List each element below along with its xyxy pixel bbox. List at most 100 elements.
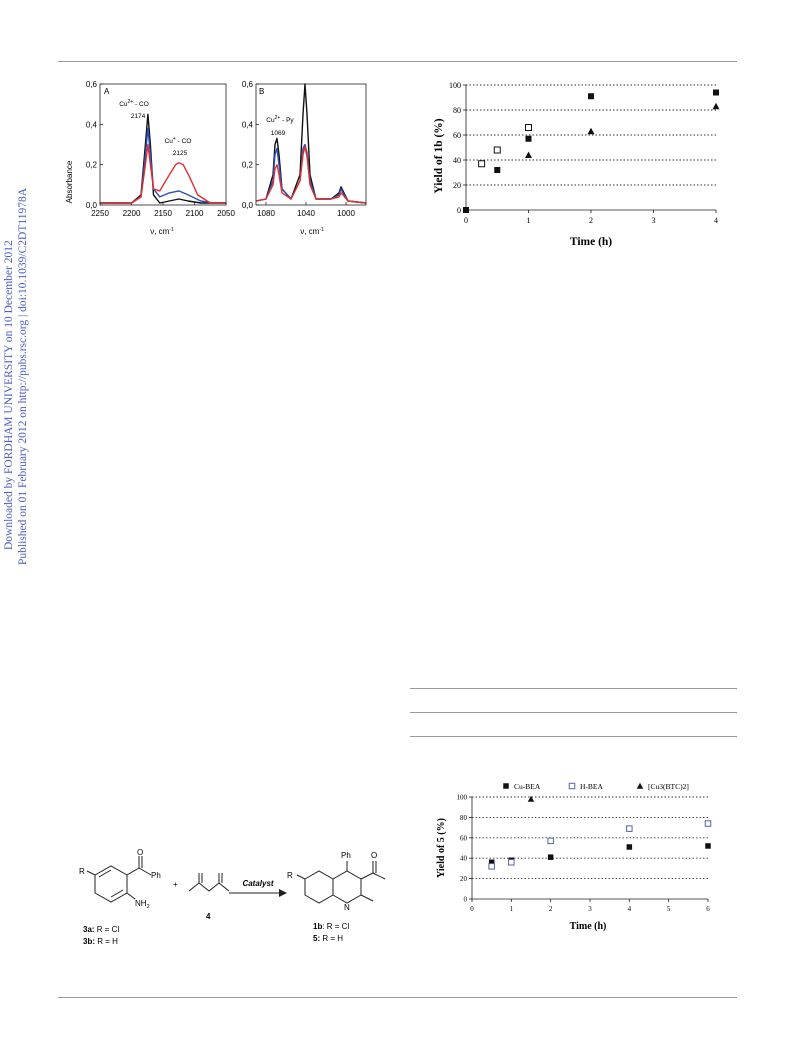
x-tick-label: 4: [714, 216, 718, 225]
spectrum-blue: [100, 127, 226, 204]
x-axis-label-b: ν, cm-1: [300, 227, 324, 236]
data-point: [527, 795, 535, 802]
data-point: [525, 135, 532, 142]
reactant-o: O: [137, 848, 143, 857]
data-point: [463, 207, 469, 213]
annotation-1069: 1069: [271, 130, 286, 137]
y-tick-label: 40: [460, 855, 468, 863]
y-tick-label: 0,6: [242, 80, 254, 89]
table-rule-3: [410, 736, 737, 737]
data-point: [587, 127, 595, 135]
data-point: [494, 167, 501, 173]
y-tick-label: 0,2: [86, 161, 98, 170]
ir-chart-co: A Absorbance 0,0 0,2 0,4 0,6 2250 2200 2150 210…: [65, 80, 235, 236]
publication-notice: Published on 01 February 2012 on http://…: [17, 187, 29, 565]
table-rule-1: [410, 688, 737, 689]
x-axis-label-a: ν, cm-1: [150, 227, 174, 236]
data-point: [547, 854, 554, 860]
ir-chart-py: B 0,0 0,2 0,4 0,6 1080 1040 1000 Cu2+ - Py 106…: [242, 80, 367, 236]
y-tick-label: 60: [453, 131, 461, 140]
yield-1b-chart: Yield of 1b (%) 0 20 40 60 80 100 0 1 2 3 4 Time (…: [433, 81, 720, 248]
product-structure: [296, 861, 386, 904]
data-point: [488, 863, 495, 870]
y-tick-label: 0,4: [86, 120, 98, 129]
yield-5-chart: Cu-BEA H-BEA [Cu3(BTC)2] Yield of 5 (%) 0 2…: [436, 782, 712, 932]
data-point: [636, 782, 644, 789]
data-point: [503, 783, 509, 789]
x-tick-label: 3: [652, 216, 656, 225]
x-tick-label: 3: [588, 905, 592, 913]
y-tick-label: 80: [453, 106, 461, 115]
annotation-cu2-py: Cu2+ - Py: [266, 115, 294, 124]
y-axis-label-1b: Yield of 1b (%): [433, 118, 445, 193]
x-tick-label: 5: [667, 905, 671, 913]
data-point: [704, 820, 712, 827]
y-tick-label: 0,6: [86, 80, 98, 89]
spectrum-red: [255, 145, 367, 204]
x-tick-label: 2100: [186, 209, 204, 218]
x-tick-label: 2: [589, 216, 593, 225]
x-tick-label: 1000: [337, 209, 355, 218]
spectrum-black: [255, 83, 367, 204]
panel-label-b: B: [259, 87, 264, 96]
x-tick-label: 2150: [154, 209, 172, 218]
x-tick-label: 1080: [257, 209, 275, 218]
x-tick-label: 1040: [297, 209, 315, 218]
x-tick-label: 2: [549, 905, 553, 913]
x-tick-label: 2250: [91, 209, 109, 218]
y-tick-label: 0,2: [242, 161, 254, 170]
product-n: N: [344, 903, 350, 912]
label-3a: 3a: R = Cl: [83, 925, 119, 934]
label-5: 5: R = H: [313, 934, 343, 943]
x-tick-label: 1: [510, 905, 514, 913]
data-point: [568, 782, 576, 790]
annotation-2125: 2125: [173, 150, 188, 157]
label-1b: 1b: R = Cl: [313, 922, 349, 931]
spectrum-black: [100, 113, 226, 204]
data-point: [488, 859, 495, 866]
data-point: [588, 93, 594, 100]
reagent-4-structure: [188, 873, 230, 892]
spectrum-blue: [255, 143, 367, 204]
reactant-ph: Ph: [151, 871, 161, 880]
y-tick-label: 0: [457, 206, 461, 215]
data-point: [478, 160, 486, 168]
y-tick-label: 80: [460, 814, 468, 822]
product-o: O: [371, 851, 377, 860]
x-tick-label: 6: [706, 905, 710, 913]
data-point: [493, 146, 501, 154]
header-rule: [58, 61, 737, 62]
product-ph: Ph: [341, 851, 351, 860]
reactant-r: R: [79, 867, 85, 876]
annotation-2174: 2174: [131, 113, 146, 120]
table-rule-2: [410, 712, 737, 713]
x-axis-label-5: Time (h): [570, 921, 607, 932]
plus-sign: +: [173, 880, 178, 889]
y-axis-label-5: Yield of 5 (%): [436, 818, 447, 878]
x-tick-label: 0: [464, 216, 468, 225]
data-point: [626, 825, 633, 832]
footer-rule: [58, 997, 737, 998]
x-tick-label: 2200: [123, 209, 141, 218]
annotation-cu1-co: Cu+ - CO: [165, 136, 192, 145]
y-axis-label: Absorbance: [65, 160, 74, 203]
x-tick-label: 2050: [217, 209, 235, 218]
y-tick-label: 0,0: [242, 201, 254, 210]
data-point: [712, 102, 720, 110]
annotation-cu2-co: Cu2+ - CO: [119, 99, 149, 108]
y-tick-label: 0,4: [242, 120, 254, 129]
x-tick-label: 4: [628, 905, 632, 913]
y-tick-label: 0: [464, 895, 468, 903]
spectrum-red: [100, 143, 226, 204]
x-tick-label: 1: [527, 216, 531, 225]
data-point: [713, 89, 719, 96]
data-point: [525, 124, 532, 131]
legend-entry: Cu-BEA: [514, 782, 541, 791]
y-tick-label: 20: [460, 875, 468, 883]
legend-entry: H-BEA: [580, 782, 603, 791]
reaction-arrowhead: [279, 889, 287, 897]
y-tick-label: 0,0: [86, 201, 98, 210]
data-point: [626, 844, 633, 850]
panel-label-a: A: [104, 87, 110, 96]
data-point: [508, 859, 515, 866]
